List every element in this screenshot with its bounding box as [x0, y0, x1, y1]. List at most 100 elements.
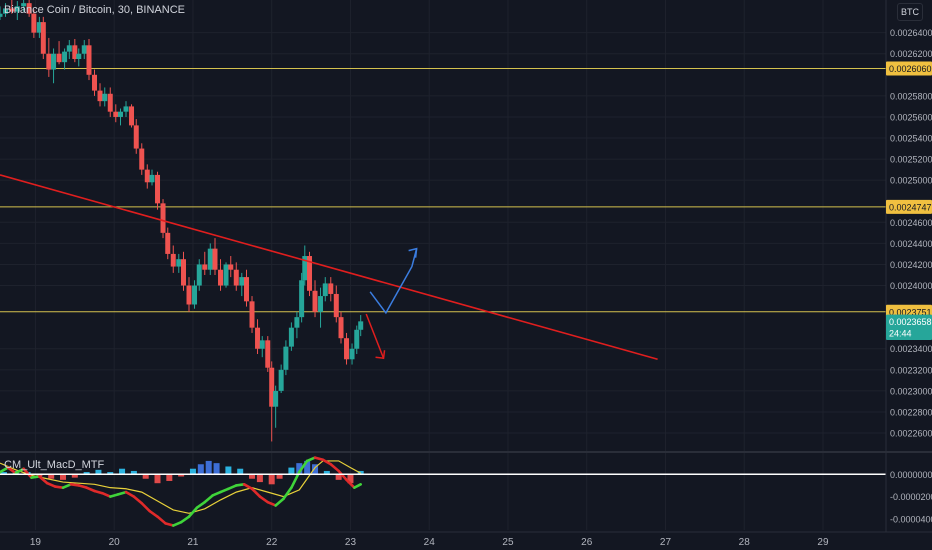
macd-line-segment: [345, 478, 356, 489]
macd-line-segment: [187, 506, 199, 518]
macd-histogram-bar: [166, 474, 173, 481]
price-label-box: [886, 325, 932, 340]
macd-histogram-bar: [178, 474, 185, 477]
price-labels: 0.0026060 0.0024747 0.00237510.002365824:4…: [886, 61, 932, 340]
price-label-text: 0.0023658: [889, 317, 932, 327]
candle-body: [170, 253, 176, 267]
price-label-box: [886, 199, 932, 214]
candle-body: [218, 269, 224, 286]
macd-line-segment: [203, 494, 214, 504]
candle-body: [307, 256, 313, 291]
macd-histogram-bar: [119, 468, 126, 475]
x-tick-label: 27: [660, 537, 672, 548]
y-tick-label: 0.0025400: [890, 134, 932, 144]
candle-body: [202, 264, 208, 270]
macd-histogram-bar: [213, 463, 220, 475]
candle-body: [149, 174, 155, 183]
candle-body: [207, 248, 213, 270]
y-tick-label: 0.0025000: [890, 176, 932, 186]
candle-body: [273, 390, 279, 407]
macd-line-segment: [69, 483, 81, 487]
price-label-text: 0.0023751: [889, 307, 932, 317]
y-tick-label: 0.0025800: [890, 91, 932, 101]
macd-histogram-bar: [197, 464, 204, 475]
candle-body: [66, 45, 72, 52]
macd-line-segment: [93, 489, 104, 495]
symbol-title: Binance Coin / Bitcoin, 30, BINANCE: [4, 4, 185, 16]
candle-body: [288, 327, 294, 347]
candle-body: [302, 256, 308, 281]
macd-histogram-bar: [48, 474, 55, 479]
macd-line-segment: [274, 497, 285, 507]
candle-body: [72, 45, 78, 60]
macd-line-segment: [61, 483, 73, 489]
y-tick-label: 0.0022600: [890, 429, 932, 439]
candle-body: [133, 125, 139, 149]
candle-body: [249, 301, 255, 328]
macd-histogram-bar: [237, 468, 244, 475]
macd-line-segment: [148, 509, 159, 518]
x-tick-label: 29: [817, 537, 829, 548]
x-tick-label: 25: [502, 537, 514, 548]
currency-badge[interactable]: BTC: [897, 3, 923, 21]
candle-body: [155, 174, 161, 204]
macd-line-segment: [313, 456, 325, 462]
price-label-text: 0.0026060: [889, 64, 932, 74]
macd-histogram-bar: [312, 464, 319, 475]
candle-body: [0, 13, 3, 17]
price-label-text: 0.0024747: [889, 202, 932, 212]
trendline: [0, 174, 658, 361]
candle-body: [40, 22, 46, 54]
candle-body: [62, 51, 68, 63]
candle-body: [192, 285, 198, 305]
macd-histogram-bar: [154, 474, 161, 484]
indicator-name[interactable]: CM_Ult_MacD_MTF: [4, 459, 105, 471]
macd-line-segment: [258, 495, 270, 504]
candle-body: [228, 264, 234, 270]
horizontal-levels[interactable]: [0, 67, 886, 313]
candle-body: [259, 340, 265, 349]
candle-body: [349, 348, 355, 360]
candle-body: [244, 277, 250, 302]
macd-histogram-bar: [296, 463, 303, 475]
candle-body: [333, 293, 339, 318]
candle-body: [354, 329, 360, 349]
candle-body: [328, 283, 334, 294]
candle-body: [46, 53, 52, 70]
drawings[interactable]: [0, 174, 658, 361]
candle-body: [36, 22, 42, 33]
macd-line-segment: [116, 490, 128, 496]
projection-up-arrowhead: [408, 247, 418, 258]
candle-body: [165, 232, 171, 254]
candle-body: [26, 3, 32, 14]
candle-body: [338, 317, 344, 339]
candle-body: [294, 317, 300, 328]
macd-histogram-bar: [205, 460, 212, 475]
candle-body: [76, 53, 82, 60]
y-tick-label: 0.0025200: [890, 155, 932, 165]
candle-body: [269, 367, 275, 407]
macd-histogram-bar: [107, 472, 114, 475]
macd-histogram-bar: [0, 472, 7, 475]
candle-body: [233, 269, 239, 286]
candle-body: [139, 148, 145, 170]
candle-body: [299, 280, 305, 318]
macd-histogram-bar: [189, 468, 196, 475]
macd-line-segment: [321, 458, 333, 466]
x-tick-label: 24: [424, 537, 436, 548]
candle-body: [322, 283, 328, 297]
candle-body: [51, 53, 57, 70]
candle-body: [283, 346, 289, 370]
grid-lines: [0, 0, 886, 530]
x-tick-label: 28: [739, 537, 751, 548]
macd-line-segment: [242, 483, 254, 491]
macd-line-segment: [77, 484, 88, 489]
candle-body: [117, 111, 123, 117]
macd-line-segment: [171, 520, 183, 527]
x-tick-label: 26: [581, 537, 593, 548]
macd-line-segment: [305, 456, 317, 463]
candle-body: [97, 90, 103, 102]
x-tick-label: 23: [345, 537, 357, 548]
macd-line-segment: [211, 490, 222, 497]
